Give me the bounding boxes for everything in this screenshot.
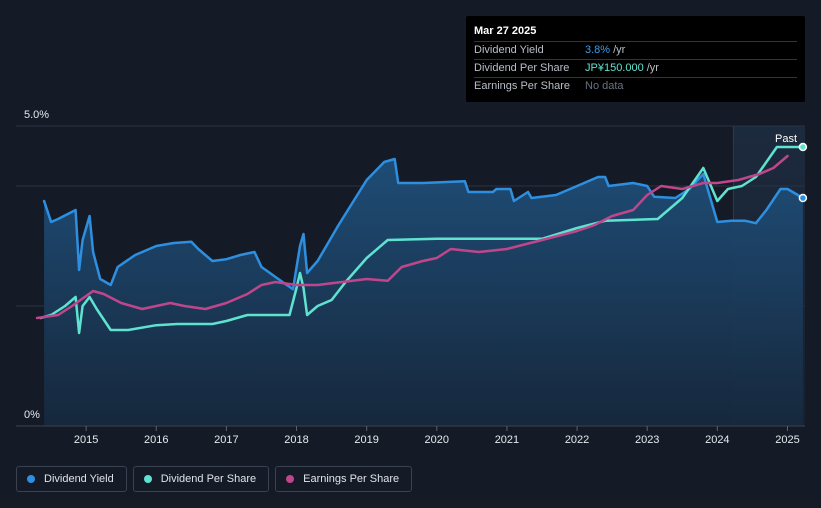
series-line-dividend-per-share: [39, 145, 805, 335]
x-tick-label: 2017: [214, 434, 238, 446]
x-tick-label: 2019: [354, 434, 378, 446]
legend-label: Earnings Per Share: [303, 473, 400, 485]
series-line-earnings-per-share: [35, 154, 789, 320]
legend: Dividend Yield Dividend Per Share Earnin…: [16, 466, 413, 492]
end-marker-dividend-per-share: [798, 142, 808, 152]
series-line-dividend-yield: [42, 157, 805, 291]
x-tick-label: 2022: [565, 434, 589, 446]
tooltip-row-label: Dividend Yield: [474, 44, 544, 56]
end-markers: [798, 142, 808, 203]
tooltip-row-unit: /yr: [613, 44, 626, 56]
tooltip-panel: Mar 27 2025 Dividend Yield 3.8% /yr Divi…: [466, 16, 805, 102]
tooltip-row-earnings-per-share: Earnings Per Share No data: [474, 77, 797, 95]
end-marker-dividend-yield: [798, 193, 808, 203]
tooltip-row-value: No data: [585, 80, 624, 92]
series-lines: [35, 145, 805, 335]
x-tick-label: 2016: [144, 434, 168, 446]
series-area-dividend-yield: [44, 159, 803, 426]
tooltip-row-unit: /yr: [646, 62, 659, 74]
legend-item-dividend-yield[interactable]: Dividend Yield: [16, 466, 127, 492]
series-areas: [44, 159, 803, 426]
legend-dot-icon: [143, 475, 152, 483]
tooltip-row-label: Dividend Per Share: [474, 62, 570, 74]
past-label: Past: [775, 133, 797, 145]
y-tick-label-min: 0%: [24, 409, 40, 421]
legend-item-dividend-per-share[interactable]: Dividend Per Share: [132, 466, 270, 492]
y-axis-labels: 5.0% 0%: [24, 109, 49, 421]
x-tick-label: 2020: [425, 434, 449, 446]
y-tick-label-max: 5.0%: [24, 109, 49, 121]
legend-item-earnings-per-share[interactable]: Earnings Per Share: [275, 466, 413, 492]
x-tick-label: 2021: [495, 434, 519, 446]
legend-dot-icon: [286, 475, 295, 483]
tooltip-row-dividend-yield: Dividend Yield 3.8% /yr: [474, 41, 797, 59]
tooltip-row-value: JP¥150.000: [585, 62, 644, 74]
tooltip-date: Mar 27 2025: [474, 25, 537, 37]
x-tick-label: 2018: [284, 434, 308, 446]
x-tick-label: 2025: [775, 434, 799, 446]
tooltip-row-value: 3.8%: [585, 44, 611, 56]
tooltip-row-label: Earnings Per Share: [474, 80, 570, 92]
legend-label: Dividend Yield: [44, 473, 114, 485]
legend-dot-icon: [27, 475, 35, 483]
x-tick-label: 2023: [635, 434, 659, 446]
x-tick-label: 2024: [705, 434, 729, 446]
legend-label: Dividend Per Share: [160, 473, 257, 485]
x-axis: 2015 2016 2017 2018 2019 2020 2021 2022 2023 2024…: [16, 425, 805, 446]
x-tick-label: 2015: [74, 434, 98, 446]
tooltip-row-dividend-per-share: Dividend Per Share JP¥150.000 /yr: [474, 59, 797, 77]
